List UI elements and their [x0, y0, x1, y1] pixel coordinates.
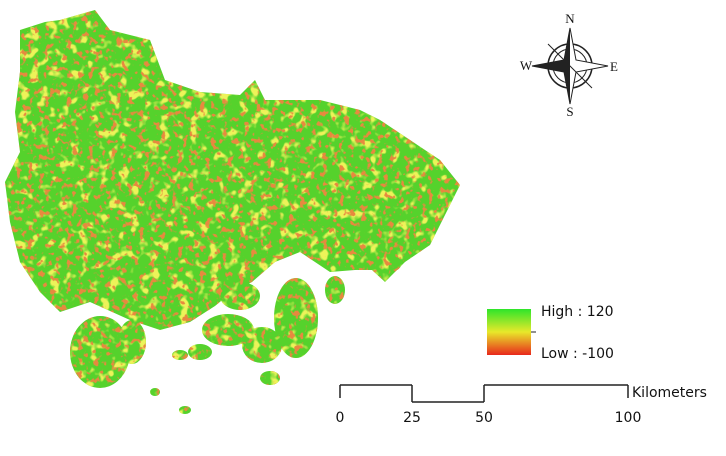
- legend-high: High : 120: [541, 304, 614, 320]
- compass-s: S: [566, 104, 573, 119]
- scale-tick-label: 25: [403, 410, 421, 426]
- scale-unit: Kilometers: [632, 385, 707, 401]
- legend-low: Low : -100: [541, 346, 614, 362]
- scale-tick-label: 50: [475, 410, 493, 426]
- scale-bar: Kilometers 0 25 50 100: [336, 384, 707, 426]
- compass-w: W: [520, 58, 533, 73]
- compass-n: N: [565, 11, 575, 26]
- legend: High : 120 Low : -100: [487, 304, 614, 362]
- compass: N S W E: [520, 11, 618, 119]
- scale-tick-label: 0: [336, 410, 345, 426]
- compass-e: E: [610, 59, 618, 74]
- raster: [5, 10, 460, 414]
- legend-ramp: [487, 309, 531, 355]
- scale-tick-label: 100: [615, 410, 642, 426]
